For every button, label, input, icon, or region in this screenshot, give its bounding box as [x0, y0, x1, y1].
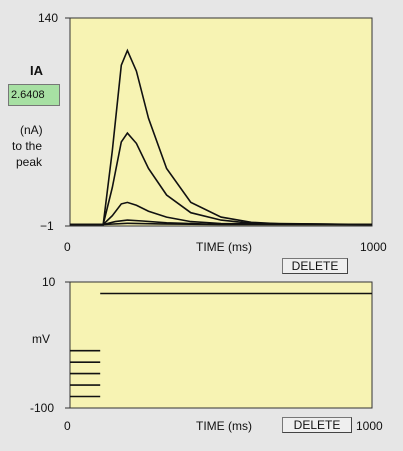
current-trace-3 — [70, 201, 373, 226]
voltage-y-axis-label: mV — [32, 332, 50, 346]
current-trace-5 — [70, 222, 373, 226]
voltage-y-min-label: -100 — [30, 401, 55, 415]
current-x-min-label: 0 — [64, 240, 71, 254]
voltage-x-min-label: 0 — [64, 419, 71, 433]
measure-desc-1: to the — [12, 139, 43, 153]
delete-button-voltage[interactable]: DELETE — [282, 417, 352, 433]
measure-title: IA — [30, 63, 43, 78]
measure-unit: (nA) — [20, 123, 43, 137]
current-x-axis-label: TIME (ms) — [196, 240, 252, 254]
current-x-max-label: 1000 — [360, 240, 387, 254]
current-trace-2 — [70, 131, 373, 226]
delete-button-current[interactable]: DELETE — [282, 258, 348, 274]
current-trace-1 — [70, 48, 373, 226]
voltage-x-axis-label: TIME (ms) — [196, 419, 252, 433]
voltage-traces — [70, 292, 372, 398]
current-plot-area — [69, 17, 373, 227]
current-y-max-label: 140 — [38, 11, 59, 25]
measure-value-field[interactable]: 2.6408 — [8, 84, 60, 106]
voltage-plot — [65, 281, 373, 409]
voltage-y-max-label: 10 — [42, 275, 56, 289]
current-y-min-label: −1 — [40, 219, 54, 233]
voltage-plot-area — [69, 281, 373, 409]
measure-desc-2: peak — [16, 155, 43, 169]
current-traces — [70, 48, 373, 226]
voltage-x-max-label: 1000 — [356, 419, 383, 433]
current-plot — [65, 17, 373, 227]
